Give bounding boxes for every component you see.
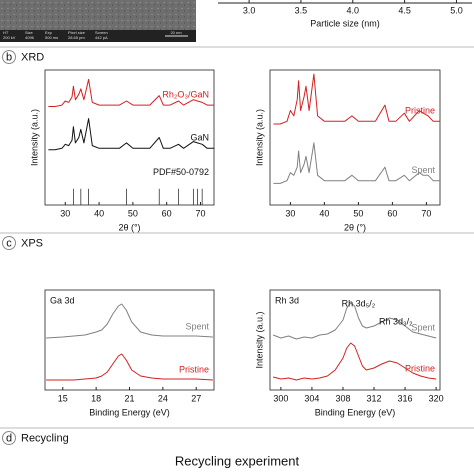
tem-field-name: Exp (45, 30, 53, 35)
x-axis-label: 2θ (°) (344, 222, 366, 232)
tem-field-value: 500 ms (45, 35, 58, 40)
series-label: Rh₂O₃/GaN (162, 89, 209, 99)
scale-bar-label: 20 nm (170, 30, 182, 35)
plot-frame (269, 289, 441, 391)
x-tick-label: 40 (94, 208, 104, 218)
series-label: Spent (411, 165, 435, 175)
x-tick-label: 304 (304, 393, 319, 403)
series-label: Pristine (405, 106, 435, 116)
x-tick-label: 70 (195, 208, 205, 218)
section-b: b XRD (0, 46, 474, 64)
series-label: GaN (190, 133, 209, 143)
series-line (46, 353, 213, 381)
x-tick-label: 60 (162, 208, 172, 218)
panel-title: Rh 3d (275, 295, 299, 305)
y-axis-label: Intensity (a.u.) (254, 311, 264, 368)
x-axis-label: Binding Energy (eV) (89, 407, 170, 417)
section-title: Recycling (21, 432, 69, 444)
tem-field-value: 442 pA (95, 35, 108, 40)
x-tick-label: 5.0 (450, 5, 463, 15)
plot-frame (269, 69, 441, 206)
x-tick-label: 70 (421, 208, 431, 218)
tem-field-name: HT (3, 30, 9, 35)
y-axis-label: Intensity (a.u.) (29, 109, 39, 166)
recycling-title: Recycling experiment (175, 453, 300, 468)
series-label: Pristine (179, 364, 209, 374)
section-title: XRD (21, 51, 44, 63)
series-line (272, 302, 437, 340)
series-line (48, 78, 214, 107)
tem-field-name: Size (25, 30, 34, 35)
charts: 3.0 3.5 4.0 4.5 5.0 Particle size (nm) 30 40 50 6… (29, 0, 472, 417)
panel-title: Ga 3d (50, 295, 75, 305)
x-tick-label: 4.5 (398, 5, 411, 15)
tem-field-name: Pixel size (68, 30, 86, 35)
tem-info: HT 200 kV Size 4096 Exp 500 ms Pixel siz… (3, 30, 188, 40)
x-tick-label: 15 (58, 393, 68, 403)
section-title: XPS (21, 237, 43, 249)
tem-field-value: 4096 (25, 35, 35, 40)
series-line (48, 118, 214, 151)
x-tick-label: 30 (285, 208, 295, 218)
x-tick-label: 30 (60, 208, 70, 218)
section-letter: b (6, 51, 12, 63)
x-tick-label: 50 (128, 208, 138, 218)
x-tick-label: 21 (124, 393, 134, 403)
section-d: d Recycling Recycling experiment (0, 427, 474, 468)
x-tick-label: 312 (367, 393, 382, 403)
series-label: Spent (185, 321, 209, 331)
x-tick-label: 60 (387, 208, 397, 218)
x-tick-label: 3.5 (295, 5, 308, 15)
series-label: Pristine (405, 363, 435, 373)
x-tick-label: 308 (335, 393, 350, 403)
series-line (273, 142, 440, 184)
series-line (273, 73, 440, 125)
section-badge (2, 236, 16, 250)
y-axis-label: Intensity (a.u.) (254, 109, 264, 166)
annotation: Rh 3d₅/₂ (342, 298, 376, 308)
x-tick-label: 300 (273, 393, 288, 403)
x-tick-label: 4.0 (347, 5, 360, 15)
tem-info-strip (0, 30, 196, 42)
section-c: c XPS (0, 232, 474, 250)
tem-field-value: 28.65 pm (68, 35, 85, 40)
series-line (272, 342, 437, 381)
series-label: Spent (411, 322, 435, 332)
tem-field-value: 200 kV (3, 35, 16, 40)
x-tick-label: 3.0 (243, 5, 256, 15)
reference-label: PDF#50-0792 (153, 167, 209, 177)
section-letter: c (6, 237, 12, 249)
x-tick-label: 50 (353, 208, 363, 218)
x-tick-label: 316 (398, 393, 413, 403)
annotation: Rh 3d₃/₂ (379, 316, 413, 326)
section-badge (2, 431, 16, 445)
plot-frame (44, 69, 215, 206)
series-line (46, 303, 213, 339)
x-axis-label: Binding Energy (eV) (315, 407, 396, 417)
section-letter: d (6, 432, 12, 444)
x-tick-label: 40 (319, 208, 329, 218)
x-tick-label: 27 (191, 393, 201, 403)
x-tick-label: 24 (158, 393, 168, 403)
x-axis-label: 2θ (°) (118, 222, 140, 232)
x-tick-label: 18 (91, 393, 101, 403)
tem-field-name: Screen (95, 30, 108, 35)
x-axis-label: Particle size (nm) (310, 18, 380, 28)
x-tick-label: 320 (429, 393, 444, 403)
section-badge (2, 50, 16, 64)
